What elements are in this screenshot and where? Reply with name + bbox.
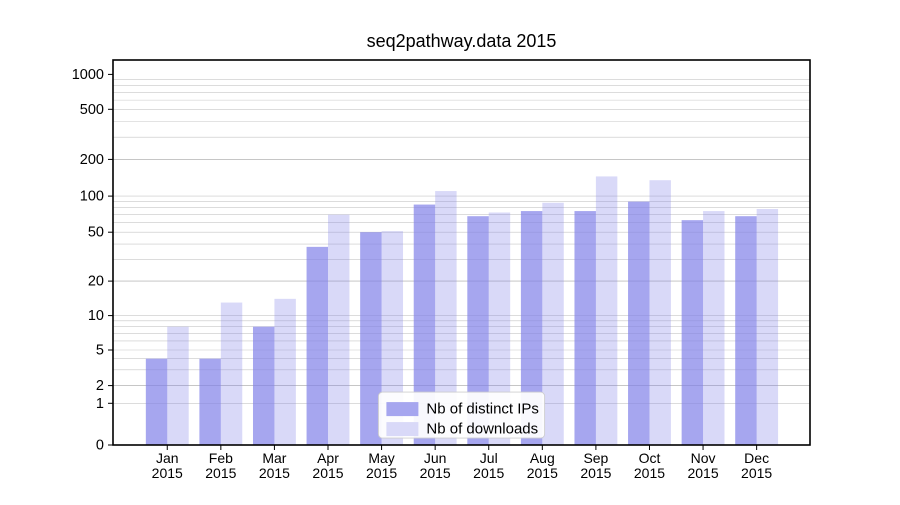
svg-text:200: 200 bbox=[80, 152, 104, 168]
svg-text:2015: 2015 bbox=[580, 465, 611, 481]
svg-text:0: 0 bbox=[96, 438, 104, 454]
svg-text:500: 500 bbox=[80, 102, 104, 118]
svg-text:2015: 2015 bbox=[527, 465, 558, 481]
svg-text:2015: 2015 bbox=[420, 465, 451, 481]
svg-text:2015: 2015 bbox=[741, 465, 772, 481]
svg-text:Jul: Jul bbox=[480, 450, 498, 466]
svg-text:Nb of distinct IPs: Nb of distinct IPs bbox=[426, 401, 539, 418]
svg-text:Mar: Mar bbox=[262, 450, 286, 466]
svg-text:2015: 2015 bbox=[687, 465, 718, 481]
svg-text:Nb of downloads: Nb of downloads bbox=[426, 421, 538, 438]
svg-text:2015: 2015 bbox=[366, 465, 397, 481]
svg-text:100: 100 bbox=[80, 189, 104, 205]
svg-text:1: 1 bbox=[96, 396, 104, 412]
svg-text:Sep: Sep bbox=[583, 450, 608, 466]
svg-text:Apr: Apr bbox=[317, 450, 339, 466]
svg-text:Aug: Aug bbox=[530, 450, 555, 466]
svg-text:2015: 2015 bbox=[205, 465, 236, 481]
svg-text:Nov: Nov bbox=[691, 450, 716, 466]
svg-text:seq2pathway.data 2015: seq2pathway.data 2015 bbox=[367, 31, 557, 51]
svg-text:Dec: Dec bbox=[744, 450, 769, 466]
svg-text:5: 5 bbox=[96, 343, 104, 359]
svg-text:1000: 1000 bbox=[72, 67, 104, 83]
svg-text:2015: 2015 bbox=[259, 465, 290, 481]
svg-text:20: 20 bbox=[88, 274, 104, 290]
svg-text:Feb: Feb bbox=[209, 450, 233, 466]
svg-text:May: May bbox=[368, 450, 394, 466]
svg-text:Oct: Oct bbox=[639, 450, 661, 466]
svg-text:2: 2 bbox=[96, 378, 104, 394]
svg-text:2015: 2015 bbox=[312, 465, 343, 481]
svg-text:2015: 2015 bbox=[634, 465, 665, 481]
svg-text:Jun: Jun bbox=[424, 450, 447, 466]
svg-text:2015: 2015 bbox=[473, 465, 504, 481]
svg-text:10: 10 bbox=[88, 308, 104, 324]
svg-text:2015: 2015 bbox=[152, 465, 183, 481]
svg-text:Jan: Jan bbox=[156, 450, 179, 466]
svg-text:50: 50 bbox=[88, 225, 104, 241]
